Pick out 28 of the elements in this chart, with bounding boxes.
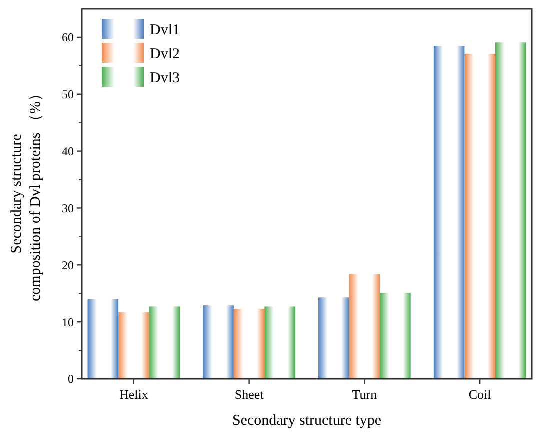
bar [434, 46, 465, 379]
bar [149, 306, 180, 379]
y-tick-label: 20 [62, 258, 74, 272]
bar [380, 293, 411, 379]
legend-label: Dvl2 [150, 46, 180, 62]
y-tick-label: 30 [62, 201, 74, 216]
bar [88, 299, 119, 379]
legend-label: Dvl1 [150, 22, 180, 38]
x-tick-label: Sheet [234, 387, 264, 402]
bar [203, 306, 234, 379]
x-axis-title: Secondary structure type [232, 413, 382, 429]
y-tick-label: 0 [68, 372, 74, 386]
x-tick-label: Coil [468, 387, 492, 402]
bar [349, 274, 380, 379]
y-tick-label: 10 [62, 315, 74, 330]
legend-label: Dvl3 [150, 70, 180, 86]
bar [264, 306, 296, 379]
bar [464, 54, 496, 379]
x-tick-label: Helix [119, 387, 149, 402]
y-tick-label: 50 [62, 88, 74, 102]
bar [495, 42, 526, 379]
y-tick-label: 60 [62, 30, 74, 45]
bar [118, 312, 150, 379]
x-tick-label: Turn [352, 387, 378, 402]
bar [318, 298, 350, 379]
y-tick-label: 40 [62, 144, 74, 159]
y-axis-title: Secondary structure composition of Dvl proteins （%） [9, 86, 44, 302]
bar [234, 308, 265, 379]
